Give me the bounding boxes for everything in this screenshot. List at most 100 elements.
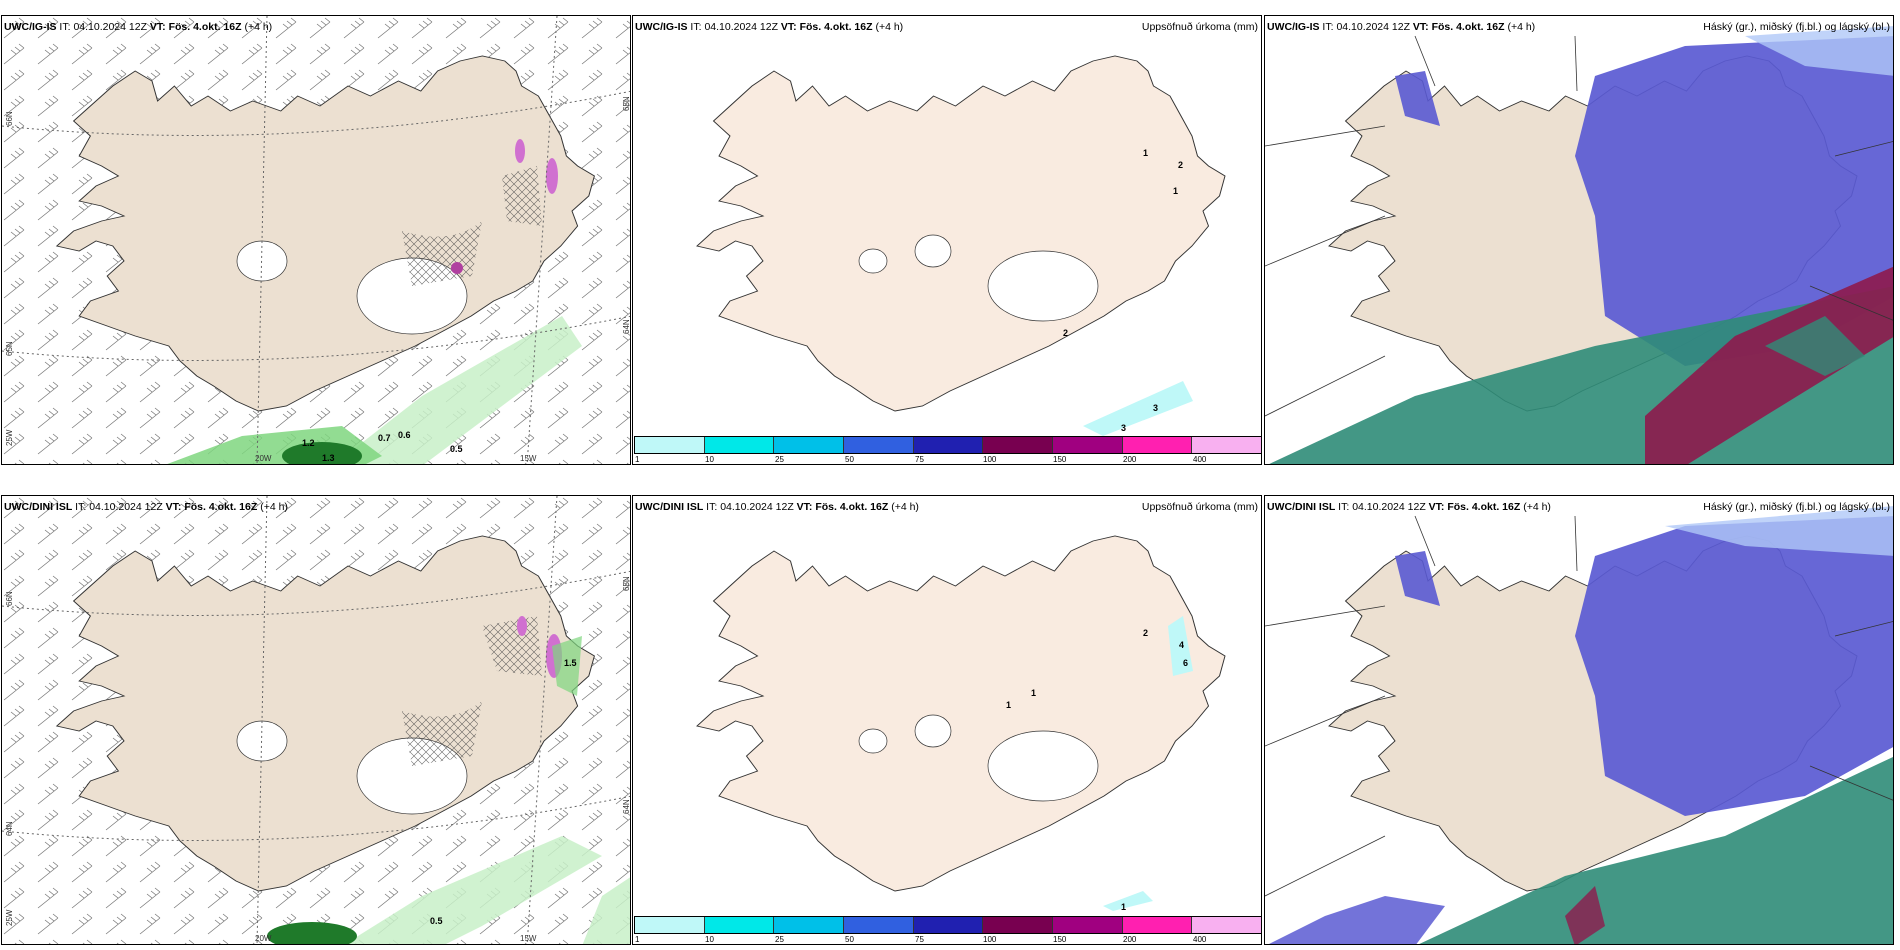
border-line	[1574, 515, 1578, 572]
lat-label-right: 65N	[622, 96, 631, 111]
border-line	[1265, 695, 1386, 747]
lat-label-right: 65N	[622, 576, 631, 591]
value-label: 0.7	[378, 433, 391, 443]
lon-line-20w	[256, 496, 268, 944]
precip-green-se	[582, 877, 630, 944]
lat-label-right: 64N	[622, 799, 631, 814]
panel-header: UWC/DINI ISL IT: 04.10.2024 12Z VT: Fös.…	[1267, 501, 1551, 513]
lon-line-20w	[256, 16, 268, 464]
panel-title: Uppsöfnuð úrkoma (mm)	[1141, 501, 1258, 513]
colorbar-tick: 1	[635, 935, 640, 944]
colorbar-tick: 150	[1053, 455, 1067, 464]
colorbar-tick: 75	[915, 935, 924, 944]
cloud-high-light	[1745, 26, 1893, 76]
colorbar-swatch	[913, 437, 984, 453]
cloud-high-nw	[1395, 551, 1440, 606]
cloud-high-sw	[1269, 896, 1445, 944]
colorbar-swatch	[983, 917, 1054, 933]
precip-green-band	[345, 836, 602, 944]
value-label: 2	[1143, 628, 1148, 638]
colorbar-swatch	[704, 437, 775, 453]
cloud-mid-east	[1765, 316, 1865, 376]
lon-label: 15W	[520, 454, 537, 463]
colorbar-swatch	[774, 917, 845, 933]
glacier-hofsjokull	[858, 728, 888, 754]
colorbar-swatch	[1122, 437, 1193, 453]
lat-label: 25W	[5, 429, 14, 446]
panel-header: UWC/DINI ISL IT: 04.10.2024 12Z VT: Fös.…	[635, 501, 919, 513]
precip-map: 2 4 6 1 1 1	[696, 535, 1226, 912]
border-line	[1414, 35, 1436, 87]
glacier-langjokull	[914, 714, 952, 748]
border-line	[1834, 621, 1893, 637]
panel-title: Uppsöfnuð úrkoma (mm)	[1141, 21, 1258, 33]
panel-title: Háský (gr.), miðský (fj.bl.) og lágský (…	[1703, 501, 1890, 513]
border-line	[1265, 215, 1386, 267]
colorbar-tick: 100	[983, 455, 997, 464]
glacier-vatnajokull	[987, 250, 1099, 322]
value-label: 4	[1179, 640, 1184, 650]
colorbar-tick: 200	[1123, 455, 1137, 464]
wind-precip-map: 1.2 1.3 0.7 0.6 0.5	[2, 16, 630, 464]
lon-label: 20W	[255, 934, 272, 943]
lat-label: 66N	[5, 591, 14, 606]
wind-precip-map: 1.5 0.5	[2, 496, 630, 944]
colorbar-tick: 100	[983, 935, 997, 944]
lat-label: 64N	[5, 821, 14, 836]
colorbar-tick: 1	[635, 455, 640, 464]
colorbar-swatch	[1053, 437, 1123, 453]
cloud-map	[1265, 506, 1893, 944]
border-line	[1574, 35, 1578, 92]
lat-label: 65N	[5, 341, 14, 356]
cloud-map	[1265, 26, 1893, 464]
colorbar-tick: 200	[1123, 935, 1137, 944]
value-label: 2	[1178, 160, 1183, 170]
lon-line-15w	[526, 16, 558, 464]
colorbar	[634, 916, 1261, 934]
colorbar-swatch	[1192, 917, 1261, 933]
precip-green-band	[334, 316, 582, 464]
precip-cyan-east	[1168, 616, 1193, 676]
map-panel-precip-dini: 2 4 6 1 1 1 UWC/DINI ISL IT: 04.10.2024 …	[632, 495, 1262, 945]
value-label: 1	[1031, 688, 1036, 698]
map-panel-cloud-ig: UWC/IG-IS IT: 04.10.2024 12Z VT: Fös. 4.…	[1264, 15, 1894, 465]
cloud-low	[1645, 266, 1893, 464]
precip-green-dark	[267, 922, 357, 944]
cloud-mid	[1419, 756, 1893, 944]
colorbar-tick: 50	[845, 935, 854, 944]
cloud-high-nw	[1395, 71, 1440, 126]
colorbar-tick: 25	[775, 935, 784, 944]
value-label: 2	[1063, 328, 1068, 338]
hatch-area	[402, 701, 482, 766]
colorbar-tick: 25	[775, 455, 784, 464]
panel-title: Háský (gr.), miðský (fj.bl.) og lágský (…	[1703, 21, 1890, 33]
border-line	[1265, 835, 1386, 897]
precip-green-east	[552, 636, 582, 696]
lat-label: 66N	[5, 111, 14, 126]
precip-green-dark	[282, 442, 362, 464]
border-line	[1414, 515, 1436, 567]
iceland-land	[696, 55, 1226, 412]
colorbar-tick: 50	[845, 455, 854, 464]
cloud-high	[1575, 516, 1893, 816]
colorbar-tick: 75	[915, 455, 924, 464]
lon-line-15w	[526, 496, 558, 944]
colorbar-swatch	[774, 437, 845, 453]
hatch-area-east	[502, 166, 542, 226]
colorbar-tick: 10	[705, 935, 714, 944]
border-line	[1809, 765, 1893, 801]
value-label: 1.5	[564, 658, 577, 668]
panel-header: UWC/IG-IS IT: 04.10.2024 12Z VT: Fös. 4.…	[4, 21, 273, 33]
value-label: 1	[1006, 700, 1011, 710]
lon-label: 15W	[520, 934, 537, 943]
colorbar-swatch	[983, 437, 1054, 453]
lat-line-66	[2, 90, 630, 136]
value-label: 6	[1183, 658, 1188, 668]
iceland-land	[696, 535, 1226, 892]
border-line	[1265, 355, 1386, 417]
value-label: 0.5	[450, 444, 463, 454]
lat-line-64	[2, 315, 630, 361]
border-line	[1834, 141, 1893, 157]
precip-cyan-south	[1103, 891, 1153, 911]
precip-pink-east	[517, 616, 527, 636]
